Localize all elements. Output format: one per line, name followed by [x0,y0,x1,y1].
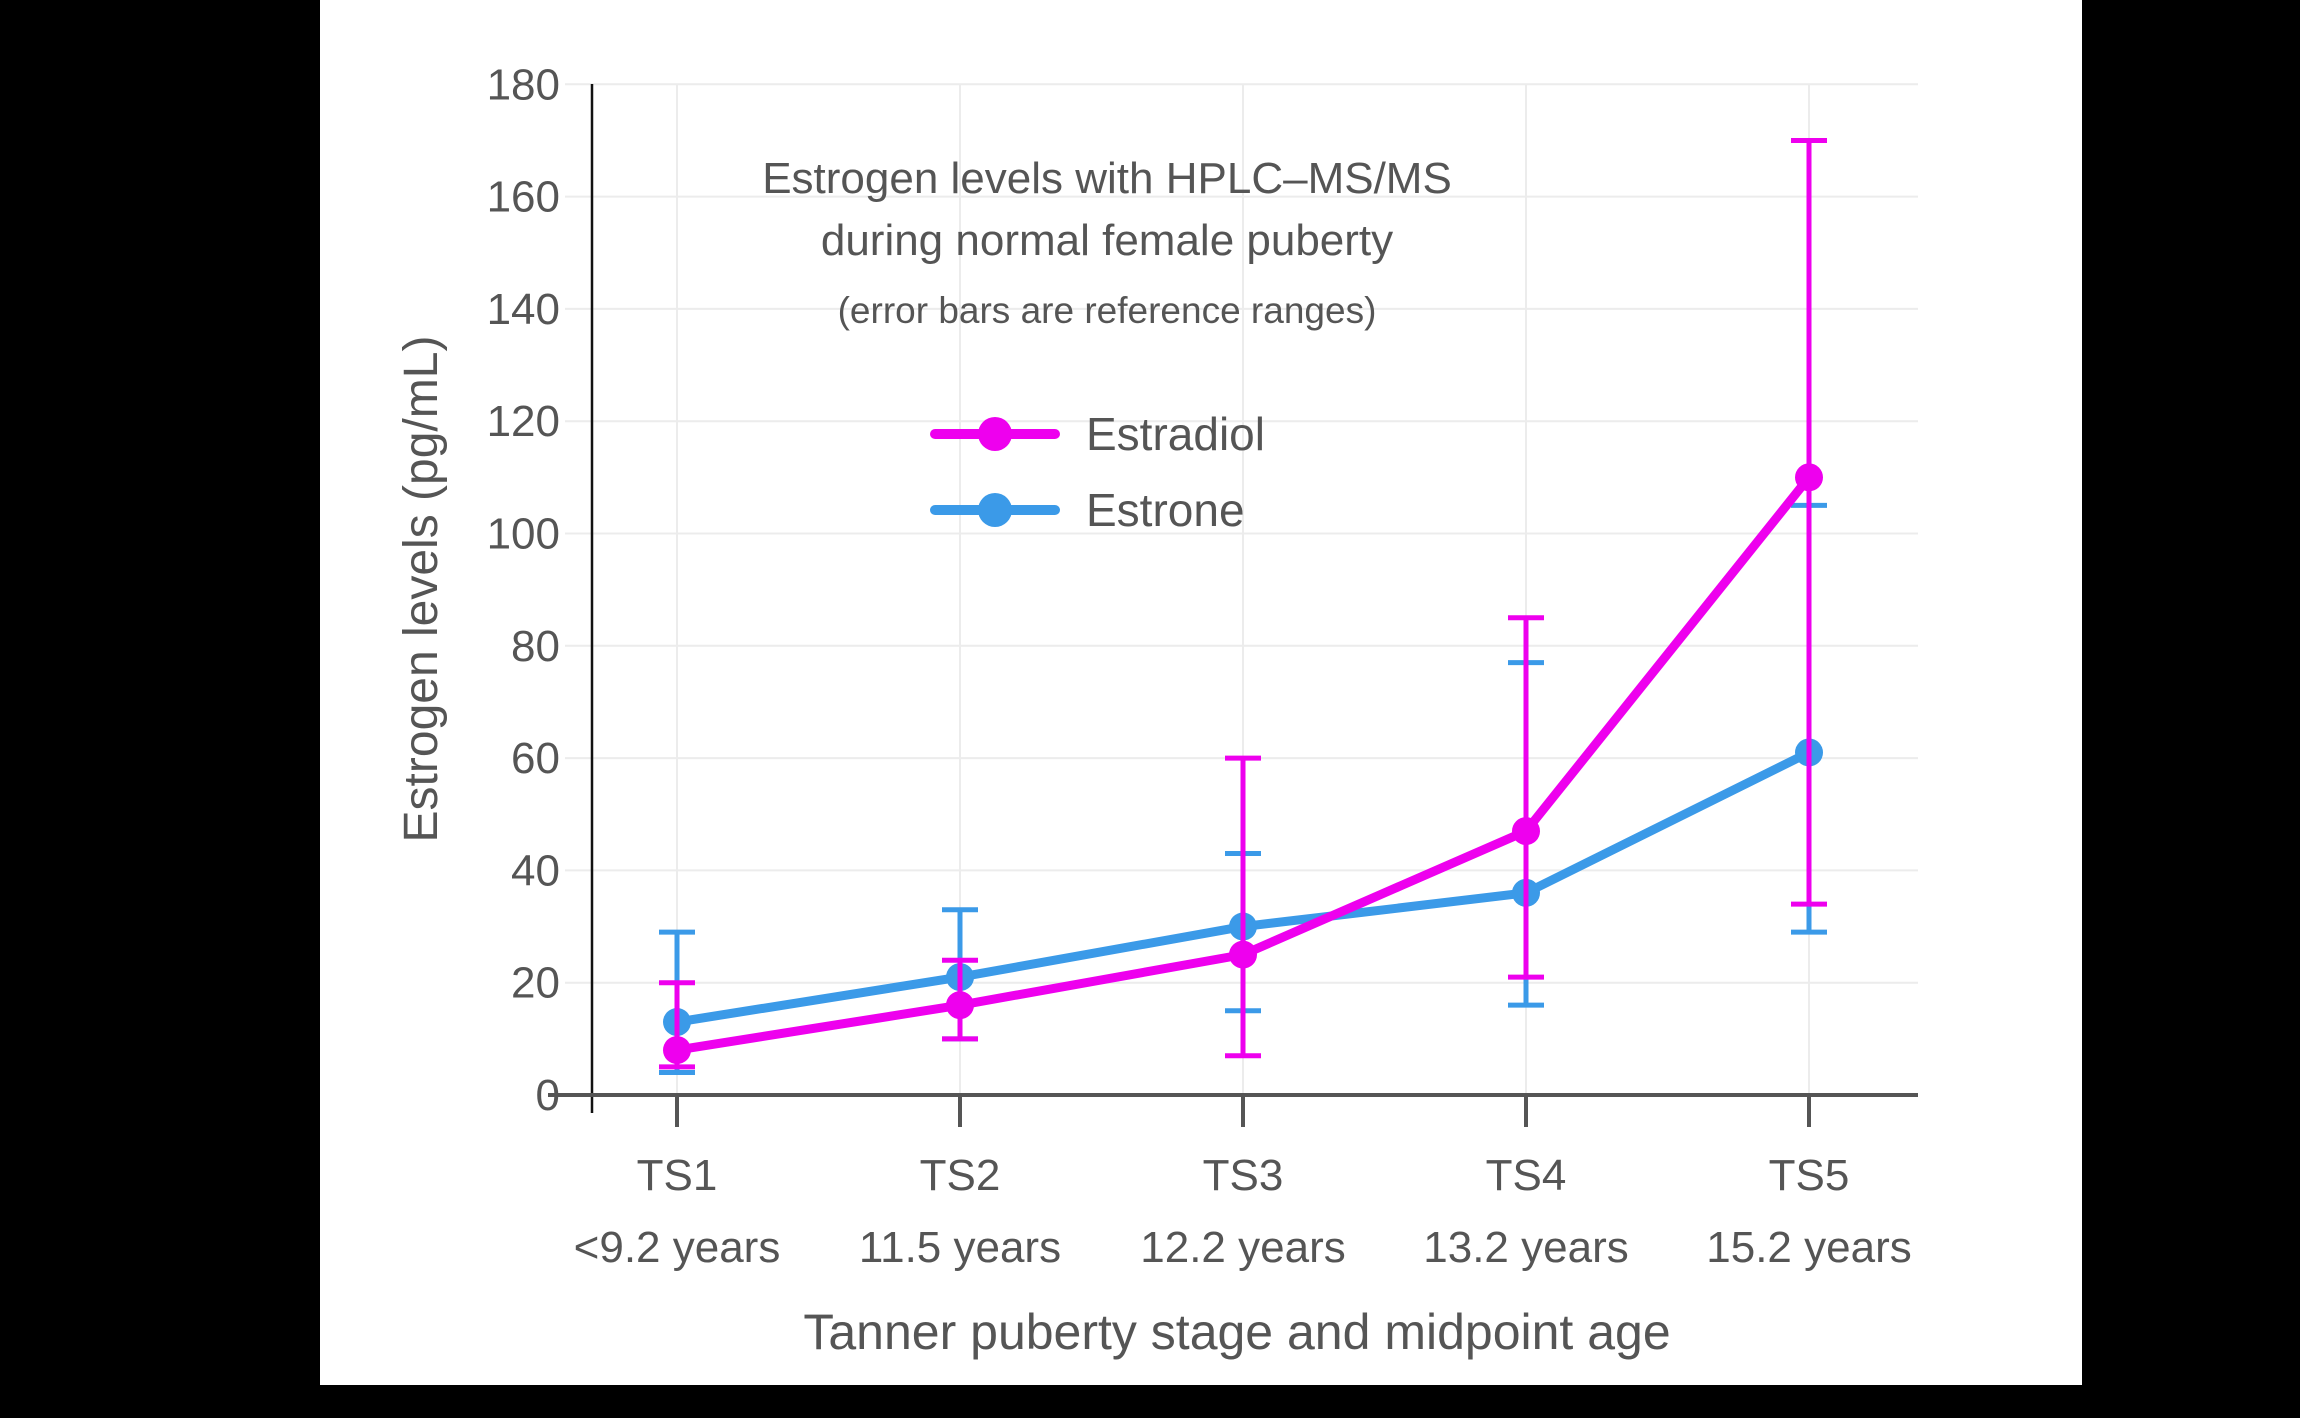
y-tick-label-80: 80 [511,622,560,671]
x-category-label-TS4: TS4 [1486,1151,1567,1200]
chart-legend: Estradiol Estrone [930,406,1265,538]
data-point-Estradiol-TS3 [1229,940,1257,969]
chart-panel: 0 20 40 60 80 100 120 140 160 180 TS1 <9.2 years TS2… [320,0,2082,1385]
legend-label-estrone: Estrone [1086,484,1245,536]
estrone-line-marker-swatch [930,492,1060,528]
x-age-label-TS1: <9.2 years [574,1223,781,1272]
y-tick-label-60: 60 [511,734,560,783]
y-tick-label-20: 20 [511,959,560,1008]
y-tick-label-120: 120 [487,397,560,446]
x-category-label-TS1: TS1 [637,1151,718,1200]
chart-title-line1: Estrogen levels with HPLC–MS/MS [762,154,1452,203]
data-point-Estradiol-TS2 [946,991,974,1020]
x-age-label-TS3: 12.2 years [1140,1223,1345,1272]
x-age-label-TS2: 11.5 years [859,1223,1061,1272]
x-age-label-TS4: 13.2 years [1423,1223,1628,1272]
y-axis-title: Estrogen levels (pg/mL) [395,335,448,843]
x-age-label-TS5: 15.2 years [1706,1223,1911,1272]
chart-subtitle: (error bars are reference ranges) [837,290,1377,331]
x-axis-title: Tanner puberty stage and midpoint age [803,1304,1671,1360]
legend-item-estrone: Estrone [930,482,1265,538]
y-tick-label-100: 100 [487,510,560,559]
y-tick-label-180: 180 [487,60,560,109]
x-category-label-TS5: TS5 [1769,1151,1850,1200]
estrogen-line-chart: 0 20 40 60 80 100 120 140 160 180 TS1 <9.2 years TS2… [487,60,1918,1272]
estradiol-swatch-dot [978,417,1012,451]
chart-title-line2: during normal female puberty [820,216,1394,265]
estrone-swatch-dot [978,493,1012,527]
data-point-Estradiol-TS1 [663,1036,691,1065]
data-point-Estradiol-TS5 [1795,463,1823,492]
y-tick-label-40: 40 [511,846,560,895]
data-point-Estradiol-TS4 [1512,817,1540,846]
y-tick-label-0: 0 [536,1071,560,1120]
y-tick-label-140: 140 [487,285,560,334]
legend-label-estradiol: Estradiol [1086,408,1265,460]
estradiol-line-marker-swatch [930,416,1060,452]
chart-title: Estrogen levels with HPLC–MS/MS during n… [657,148,1557,272]
y-tick-label-160: 160 [487,173,560,222]
x-category-label-TS2: TS2 [920,1151,1001,1200]
x-category-label-TS3: TS3 [1203,1151,1284,1200]
legend-item-estradiol: Estradiol [930,406,1265,462]
